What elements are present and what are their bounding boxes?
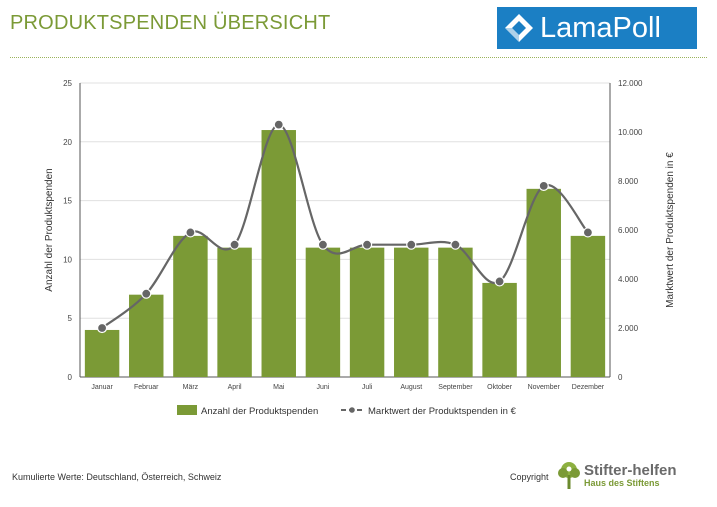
y-right-tick-label: 4.000 bbox=[618, 275, 639, 284]
stifter-helfen-logo: Stifter-helfen Haus des Stiftens bbox=[556, 461, 677, 491]
x-tick-label: April bbox=[228, 384, 242, 391]
y-tick-label: 20 bbox=[63, 138, 72, 147]
lamapoll-logo-text: LamaPoll bbox=[540, 11, 661, 44]
y-axis-title: Anzahl der Produktspenden bbox=[44, 168, 55, 291]
y-tick-label: 15 bbox=[63, 197, 72, 206]
bar bbox=[129, 294, 164, 377]
line-point bbox=[450, 239, 461, 250]
lamapoll-logo: LamaPoll bbox=[497, 7, 697, 49]
y-right-tick-label: 8.000 bbox=[618, 177, 639, 186]
bar bbox=[526, 188, 561, 377]
y-right-tick-label: 2.000 bbox=[618, 324, 639, 333]
x-tick-label: Oktober bbox=[487, 384, 513, 391]
line-point bbox=[185, 227, 196, 238]
tree-icon bbox=[558, 462, 580, 489]
y-right-tick-label: 12.000 bbox=[618, 79, 643, 88]
legend-label-line: Marktwert der Produktspenden in € bbox=[368, 406, 517, 417]
x-tick-label: Januar bbox=[91, 384, 113, 391]
stifter-brand-name: Stifter-helfen bbox=[584, 462, 677, 479]
line-point bbox=[317, 239, 329, 250]
bar bbox=[482, 282, 517, 377]
y-tick-label: 25 bbox=[63, 79, 72, 88]
lamapoll-logo-icon bbox=[505, 14, 533, 42]
x-tick-label: September bbox=[438, 384, 473, 391]
bar bbox=[84, 329, 120, 377]
line-point bbox=[229, 239, 240, 250]
line-point bbox=[273, 119, 284, 130]
x-tick-label: Mai bbox=[273, 384, 285, 391]
bar bbox=[438, 247, 473, 377]
stifter-brand-sub: Haus des Stiftens bbox=[584, 478, 660, 488]
bar bbox=[217, 247, 252, 377]
line-point bbox=[406, 239, 417, 250]
line-point bbox=[361, 239, 373, 250]
y-tick-label: 10 bbox=[63, 255, 72, 264]
x-tick-label: März bbox=[183, 384, 199, 391]
bar bbox=[305, 247, 341, 377]
bar bbox=[349, 247, 385, 377]
header-divider bbox=[10, 57, 707, 58]
copyright-label: Copyright bbox=[510, 472, 549, 482]
x-tick-label: November bbox=[528, 384, 561, 391]
y-tick-label: 5 bbox=[68, 314, 73, 323]
x-tick-label: Februar bbox=[134, 384, 159, 391]
line-point bbox=[141, 288, 152, 299]
y-right-axis-title: Marktwert der Produktspenden in € bbox=[665, 152, 676, 308]
y-right-tick-label: 10.000 bbox=[618, 128, 643, 137]
line-point bbox=[96, 322, 108, 334]
y-right-tick-label: 0 bbox=[618, 373, 623, 382]
y-right-tick-label: 6.000 bbox=[618, 226, 639, 235]
line-point bbox=[538, 180, 549, 191]
x-tick-label: Dezember bbox=[572, 384, 605, 391]
x-tick-label: August bbox=[400, 384, 422, 391]
line-point bbox=[494, 276, 505, 287]
bar bbox=[570, 235, 606, 377]
x-tick-label: Juli bbox=[362, 384, 373, 391]
bar bbox=[261, 130, 296, 377]
bar bbox=[394, 247, 429, 377]
x-tick-label: Juni bbox=[316, 384, 329, 391]
page-title: PRODUKTSPENDEN ÜBERSICHT bbox=[10, 12, 331, 34]
legend-swatch-point bbox=[349, 407, 355, 413]
legend-swatch-bar bbox=[177, 405, 197, 415]
bar bbox=[173, 235, 208, 377]
line-point bbox=[582, 227, 594, 238]
legend-label-bar: Anzahl der Produktspenden bbox=[201, 406, 318, 417]
footer-note: Kumulierte Werte: Deutschland, Österreic… bbox=[12, 472, 222, 482]
y-tick-label: 0 bbox=[68, 373, 73, 382]
